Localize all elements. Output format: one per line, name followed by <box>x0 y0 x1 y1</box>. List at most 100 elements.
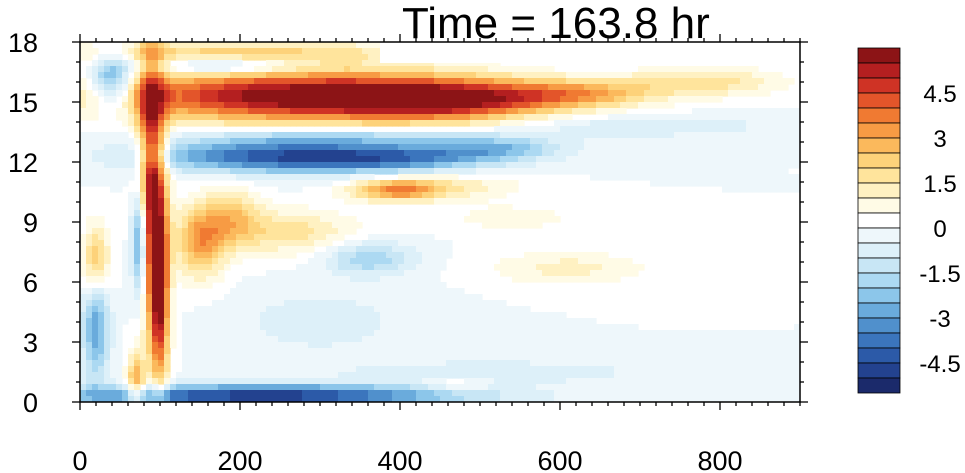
contour-cell <box>614 162 621 169</box>
contour-cell <box>350 354 357 361</box>
contour-cell <box>296 156 303 163</box>
contour-cell <box>560 348 567 355</box>
contour-cell <box>764 162 771 169</box>
contour-cell <box>140 354 147 361</box>
contour-cell <box>260 48 267 55</box>
contour-cell <box>116 336 123 343</box>
contour-cell <box>554 354 561 361</box>
contour-cell <box>116 174 123 181</box>
contour-cell <box>242 372 249 379</box>
contour-cell <box>644 150 651 157</box>
contour-cell <box>422 276 429 283</box>
contour-cell <box>182 366 189 373</box>
contour-cell <box>542 168 549 175</box>
contour-cell <box>578 378 585 385</box>
contour-cell <box>584 342 591 349</box>
contour-cell <box>122 366 129 373</box>
contour-cell <box>314 90 321 97</box>
contour-cell <box>488 90 495 97</box>
contour-cell <box>416 234 423 241</box>
contour-cell <box>284 114 291 121</box>
contour-cell <box>512 384 519 391</box>
contour-cell <box>488 108 495 115</box>
contour-cell <box>266 114 273 121</box>
contour-cell <box>320 96 327 103</box>
contour-cell <box>602 324 609 331</box>
contour-cell <box>188 132 195 139</box>
contour-cell <box>236 42 243 49</box>
contour-cell <box>296 318 303 325</box>
contour-cell <box>308 378 315 385</box>
contour-cell <box>656 174 663 181</box>
contour-cell <box>710 354 717 361</box>
contour-cell <box>236 96 243 103</box>
contour-cell <box>752 90 759 97</box>
contour-cell <box>578 144 585 151</box>
contour-cell <box>242 162 249 169</box>
contour-cell <box>386 300 393 307</box>
contour-cell <box>398 276 405 283</box>
contour-cell <box>254 234 261 241</box>
contour-cell <box>236 354 243 361</box>
contour-cell <box>200 168 207 175</box>
contour-cell <box>296 180 303 187</box>
contour-cell <box>296 234 303 241</box>
contour-cell <box>584 354 591 361</box>
contour-cell <box>746 66 753 73</box>
contour-cell <box>548 366 555 373</box>
contour-cell <box>278 48 285 55</box>
contour-cell <box>434 138 441 145</box>
contour-cell <box>722 84 729 91</box>
contour-cell <box>662 372 669 379</box>
contour-cell <box>164 258 171 265</box>
contour-cell <box>386 384 393 391</box>
contour-cell <box>620 366 627 373</box>
contour-cell <box>410 138 417 145</box>
contour-cell <box>710 132 717 139</box>
contour-cell <box>566 102 573 109</box>
contour-cell <box>584 138 591 145</box>
contour-cell <box>638 156 645 163</box>
contour-cell <box>392 306 399 313</box>
contour-cell <box>194 348 201 355</box>
contour-cell <box>362 324 369 331</box>
contour-cell <box>674 90 681 97</box>
contour-cell <box>260 114 267 121</box>
contour-cell <box>710 72 717 79</box>
contour-cell <box>680 372 687 379</box>
contour-cell <box>236 78 243 85</box>
contour-cell <box>494 150 501 157</box>
contour-cell <box>794 354 800 361</box>
contour-cell <box>524 360 531 367</box>
contour-cell <box>446 114 453 121</box>
contour-cell <box>344 168 351 175</box>
contour-cell <box>176 54 183 61</box>
contour-cell <box>110 186 117 193</box>
contour-cell <box>494 186 501 193</box>
contour-cell <box>92 66 99 73</box>
contour-cell <box>272 312 279 319</box>
contour-cell <box>212 318 219 325</box>
contour-cell <box>200 150 207 157</box>
contour-cell <box>362 150 369 157</box>
contour-cell <box>392 180 399 187</box>
contour-cell <box>542 126 549 133</box>
contour-cell <box>134 66 141 73</box>
contour-cell <box>290 120 297 127</box>
contour-cell <box>590 84 597 91</box>
contour-cell <box>428 234 435 241</box>
contour-cell <box>176 372 183 379</box>
contour-cell <box>692 348 699 355</box>
contour-cell <box>626 384 633 391</box>
contour-cell <box>428 240 435 247</box>
contour-cell <box>122 120 129 127</box>
contour-cell <box>182 120 189 127</box>
contour-cell <box>512 264 519 271</box>
contour-cell <box>278 78 285 85</box>
contour-cell <box>392 150 399 157</box>
contour-cell <box>98 258 105 265</box>
contour-cell <box>326 216 333 223</box>
contour-cell <box>290 66 297 73</box>
contour-cell <box>314 108 321 115</box>
contour-cell <box>248 276 255 283</box>
